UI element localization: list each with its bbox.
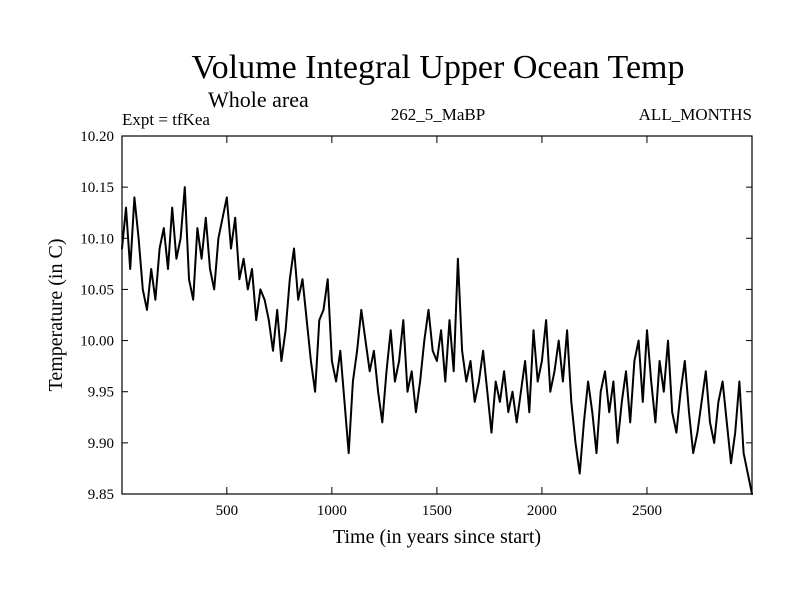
x-tick-label: 1500 [422,503,452,519]
x-axis-label: Time (in years since start) [333,526,541,548]
y-tick-label: 10.05 [80,282,114,298]
y-tick-label: 9.95 [88,385,114,401]
x-tick-label: 1000 [317,503,347,519]
period-label: ALL_MONTHS [639,105,752,124]
x-axis: 500 1000 1500 2000 2500 [216,136,662,519]
y-tick-label: 10.20 [80,129,114,145]
y-tick-label: 9.85 [88,487,114,503]
x-tick-label: 2500 [632,503,662,519]
x-tick-label: 2000 [527,503,557,519]
chart-subtitle: Whole area [208,87,309,112]
x-tick-label: 500 [216,503,239,519]
plot-area: 9.85 9.90 9.95 10.00 10.05 10.10 10.15 10.20 50… [80,129,753,519]
y-axis: 9.85 9.90 9.95 10.00 10.05 10.10 10.15 10.20 [80,129,752,503]
plot-frame [121,135,753,495]
run-label: 262_5_MaBP [391,105,485,124]
series-line [121,186,753,495]
y-tick-label: 10.15 [80,180,114,196]
y-tick-label: 10.00 [80,334,114,350]
y-tick-label: 9.90 [88,436,114,452]
chart-title: Volume Integral Upper Ocean Temp [192,49,685,86]
y-tick-label: 10.10 [80,231,114,247]
experiment-label: Expt = tfKea [122,110,210,129]
y-axis-label: Temperature (in C) [45,239,67,392]
